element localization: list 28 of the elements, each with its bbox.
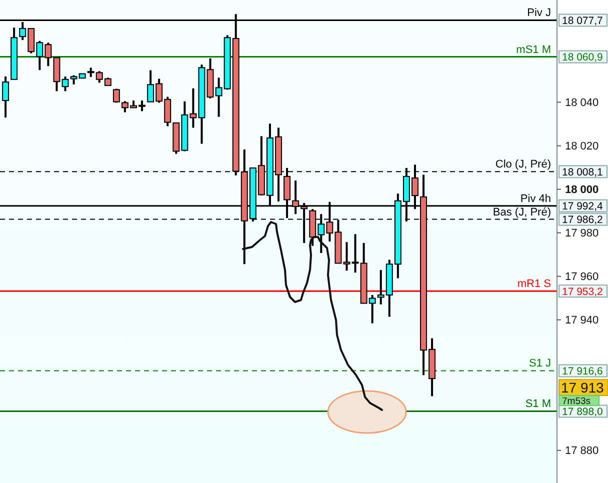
ref-line-label: Piv J [527, 7, 551, 20]
ref-line-label: mR1 S [517, 278, 551, 290]
y-tick-label: 17 980 [565, 228, 599, 240]
text: 17 916,6 [562, 365, 604, 378]
y-tick-label: 18 000 [565, 184, 599, 196]
text: 17 898,0 [562, 406, 604, 418]
y-tick-label: 17 960 [565, 271, 599, 284]
text: 7m53s [562, 396, 591, 407]
text: 18 008,1 [562, 166, 604, 178]
ref-line-label: mS1 M [516, 44, 551, 56]
text: 18 077,7 [562, 14, 604, 27]
text: 17 913 [561, 379, 604, 396]
text: 17 953,2 [562, 286, 604, 298]
ref-line-label: Bas (J, Pré) [492, 206, 551, 218]
y-tick-label: 18 020 [565, 140, 599, 153]
ref-line-label: S1 M [525, 398, 551, 410]
y-tick-label: 17 880 [565, 445, 599, 458]
ref-line-label: Clo (J, Pré) [495, 158, 551, 171]
ref-line-label: S1 J [528, 358, 551, 370]
y-tick-label: 18 040 [565, 97, 599, 110]
candlestick [343, 241, 350, 272]
candlestick [62, 76, 69, 92]
text: 18 060,9 [562, 51, 604, 64]
text: 17 992,4 [562, 200, 604, 212]
y-tick-label: 17 940 [565, 314, 599, 327]
ref-line-label: Piv 4h [520, 192, 551, 205]
text: 17 986,2 [562, 214, 604, 226]
candlestick [2, 75, 10, 118]
